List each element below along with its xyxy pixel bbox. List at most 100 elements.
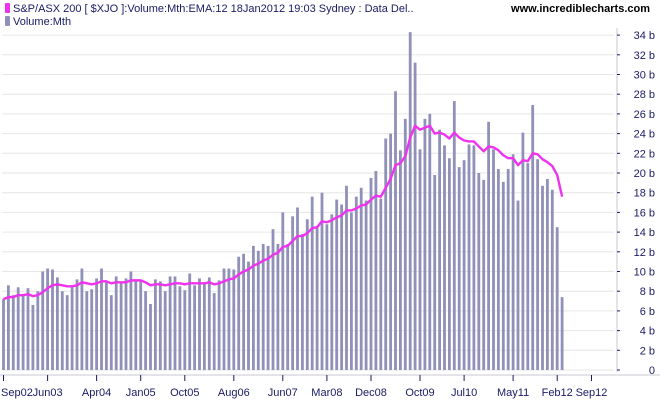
x-tick-label: Sep12	[576, 387, 608, 399]
volume-bar	[389, 133, 392, 370]
volume-bar	[129, 271, 133, 370]
volume-bar	[305, 219, 309, 370]
y-tick-label: 28 b	[634, 89, 655, 101]
y-tick-label: 20 b	[634, 168, 655, 180]
volume-bar	[482, 179, 486, 370]
y-tick-label: 34 b	[634, 30, 655, 42]
volume-bar	[335, 199, 339, 370]
volume-bar	[521, 132, 525, 370]
x-tick-label: Dec08	[355, 387, 387, 399]
volume-bar	[90, 289, 94, 370]
legend-label-ema: S&P/ASX 200 [ $XJO ]:Volume:Mth:EMA:12 1…	[13, 3, 414, 15]
volume-bar	[119, 283, 123, 370]
volume-bar	[173, 276, 177, 370]
volume-bar	[144, 291, 147, 370]
volume-bar	[168, 276, 172, 370]
volume-bar	[320, 192, 324, 370]
volume-bar	[21, 295, 25, 370]
volume-bar	[31, 304, 35, 370]
y-tick-label: 24 b	[634, 129, 655, 141]
volume-bar	[492, 149, 495, 370]
volume-bar	[46, 268, 49, 370]
x-tick-label: Oct09	[405, 387, 434, 399]
volume-bar	[154, 279, 157, 370]
volume-bar	[36, 291, 40, 370]
volume-bar	[443, 145, 446, 370]
volume-bar	[271, 229, 275, 370]
volume-bar	[149, 304, 152, 370]
volume-bar	[16, 287, 20, 370]
volume-bar	[330, 214, 334, 370]
y-tick-label: 30 b	[634, 70, 655, 82]
y-tick-label: 12 b	[634, 247, 655, 259]
volume-bar	[462, 160, 466, 370]
volume-bar	[345, 185, 348, 370]
volume-bar	[227, 268, 231, 370]
volume-bar	[359, 187, 363, 370]
volume-bar	[11, 295, 15, 370]
volume-bar	[183, 290, 187, 370]
volume-bar	[60, 291, 64, 370]
volume-bar	[291, 216, 294, 370]
volume-bar	[237, 256, 241, 370]
volume-bar	[487, 121, 490, 370]
volume-bar	[217, 280, 221, 370]
volume-bar	[276, 243, 280, 370]
volume-bar	[301, 234, 304, 370]
volume-bar	[266, 245, 270, 370]
volume-bar	[51, 269, 54, 370]
volume-bar	[452, 101, 456, 370]
volume-bar	[65, 295, 69, 370]
volume-bar	[506, 169, 510, 370]
volume-bar	[261, 243, 265, 370]
x-tick-label: Sep02	[1, 387, 33, 399]
legend-label-volume: Volume:Mth	[13, 16, 71, 28]
ema-line	[3, 124, 564, 301]
x-tick-label: Jun03	[33, 387, 63, 399]
volume-bar	[546, 178, 549, 370]
y-tick-label: 26 b	[634, 109, 655, 121]
volume-bar	[413, 62, 417, 371]
volume-bar	[85, 291, 89, 370]
volume-bar	[477, 173, 481, 370]
volume-bar	[560, 297, 564, 370]
x-tick-label: Aug06	[218, 387, 250, 399]
y-axis: 0 2 b 4 b 6 b 8 b 10 b 12 b 14 b 16 b 18 b 20 b 22 …	[616, 28, 655, 377]
volume-bar	[100, 268, 103, 370]
volume-bar	[394, 91, 397, 370]
legend: S&P/ASX 200 [ $XJO ]:Volume:Mth:EMA:12 1…	[5, 3, 414, 28]
volume-bar	[379, 198, 383, 370]
y-tick-label: 22 b	[634, 148, 655, 160]
volume-bar	[423, 118, 427, 370]
volume-bar	[158, 281, 162, 370]
volume-bar	[516, 200, 520, 370]
volume-bar	[418, 149, 422, 370]
volume-bar	[511, 154, 515, 370]
volume-bar	[134, 281, 138, 370]
volume-bar	[80, 268, 84, 370]
y-tick-label: 6 b	[640, 306, 655, 318]
volume-bar	[399, 150, 402, 370]
volume-bar	[536, 159, 539, 370]
volume-bar	[350, 212, 353, 370]
volume-bar	[428, 113, 432, 371]
volume-bar	[467, 144, 471, 370]
y-tick-label: 10 b	[634, 267, 655, 279]
volume-bar	[550, 189, 554, 370]
volume-bar	[105, 281, 108, 370]
volume-bar	[242, 253, 245, 370]
volume-bar	[70, 287, 74, 370]
volume-bar	[7, 285, 10, 370]
watermark: www.incrediblecharts.com	[510, 3, 650, 15]
x-tick-label: Apr04	[82, 387, 111, 399]
volume-bar	[315, 227, 319, 370]
volume-bar	[207, 277, 211, 370]
y-tick-label: 18 b	[634, 188, 655, 200]
volume-bar	[541, 185, 544, 370]
volume-bar	[526, 163, 530, 370]
volume-bar	[41, 271, 45, 370]
volume-bars	[2, 32, 564, 371]
volume-bar	[325, 224, 329, 370]
volume-bar	[340, 204, 343, 370]
